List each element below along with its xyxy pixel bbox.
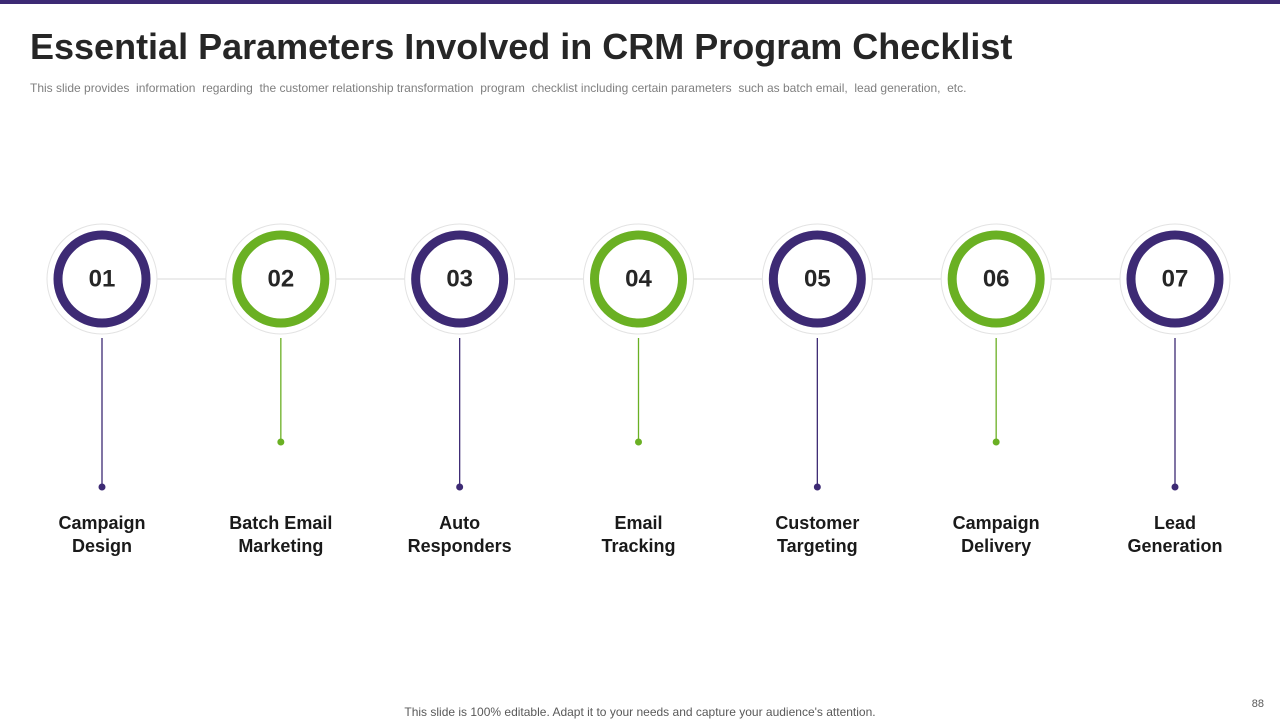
step-ring bbox=[53, 230, 151, 328]
step-dot bbox=[1171, 483, 1179, 491]
step-ring bbox=[947, 230, 1045, 328]
page-number: 88 bbox=[1251, 698, 1264, 710]
step-label: Auto Responders bbox=[407, 513, 512, 556]
step-label: Email Tracking bbox=[601, 513, 676, 556]
step-ring bbox=[590, 230, 687, 328]
step-number: 06 bbox=[983, 266, 1010, 293]
step-number: 01 bbox=[89, 266, 116, 293]
step-dot bbox=[992, 438, 1000, 446]
step-dot bbox=[98, 483, 106, 491]
step-number: 03 bbox=[446, 266, 473, 293]
step-ring bbox=[1126, 230, 1224, 328]
step-number: 05 bbox=[804, 266, 831, 293]
step-label: Lead Generation bbox=[1127, 513, 1223, 556]
step-ring bbox=[232, 230, 330, 328]
step-ring bbox=[411, 230, 509, 328]
footer-note: This slide is 100% editable. Adapt it to… bbox=[404, 705, 876, 719]
step-label: Customer Targeting bbox=[775, 513, 860, 556]
step-label: Campaign Delivery bbox=[952, 513, 1040, 556]
step-label: Campaign Design bbox=[58, 513, 146, 556]
step-dot bbox=[635, 438, 642, 446]
slide-subtitle: This slide provides information regardin… bbox=[30, 81, 967, 95]
slide-title: Essential Parameters Involved in CRM Pro… bbox=[30, 26, 1013, 67]
step-dot bbox=[277, 438, 285, 446]
step-dot bbox=[813, 483, 821, 491]
step-number: 04 bbox=[625, 266, 652, 293]
step-number: 02 bbox=[267, 266, 294, 293]
step-ring bbox=[768, 230, 866, 328]
step-dot bbox=[456, 483, 464, 491]
top-bar bbox=[0, 0, 1280, 4]
step-label: Batch Email Marketing bbox=[229, 513, 333, 556]
step-number: 07 bbox=[1162, 266, 1189, 293]
